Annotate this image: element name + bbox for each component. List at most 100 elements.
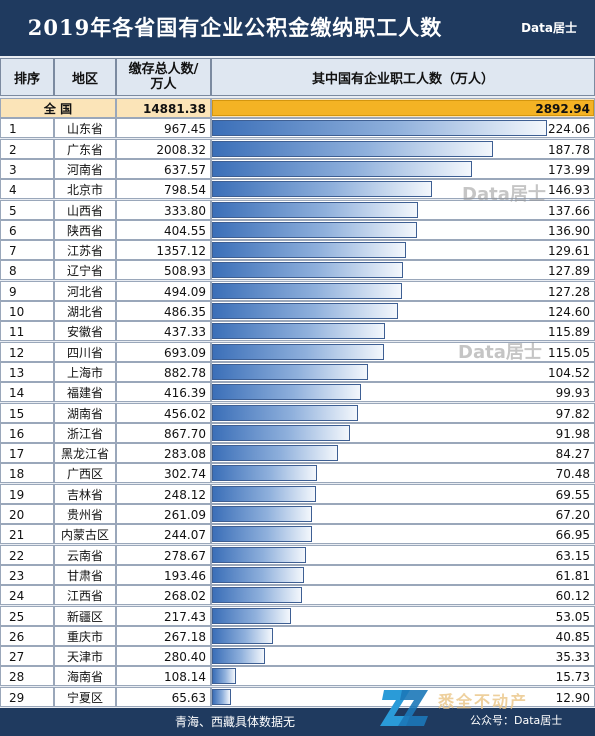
- deposit-cell: 967.45: [116, 118, 211, 139]
- bar-cell: 115.89: [211, 321, 595, 342]
- footer-note: 青海、西藏具体数据无: [174, 715, 295, 729]
- deposit-cell: 217.43: [116, 605, 211, 626]
- bar: [212, 282, 403, 299]
- deposit-cell: 1357.12: [116, 240, 211, 261]
- region-cell: 贵州省: [54, 504, 116, 524]
- deposit-cell: 798.54: [116, 179, 211, 200]
- bar-value-label: 84.27: [555, 447, 590, 462]
- bar: [212, 566, 305, 583]
- bar-cell: 63.15: [211, 544, 595, 565]
- rank-cell: 8: [0, 260, 54, 281]
- deposit-cell: 278.67: [116, 544, 211, 565]
- bar-value-label: 115.05: [548, 345, 590, 360]
- bar-value-label: 224.06: [548, 122, 590, 137]
- bar-cell: 129.61: [211, 240, 595, 261]
- bar-cell: 173.99: [211, 158, 595, 179]
- bar-cell: 53.05: [211, 605, 595, 626]
- bar-value-label: 61.81: [555, 568, 590, 583]
- region-cell: 陕西省: [54, 219, 116, 240]
- bar: [212, 242, 406, 259]
- bar-value-label: 12.90: [555, 690, 590, 705]
- bar-cell: 187.78: [211, 138, 595, 159]
- bar: [212, 120, 547, 137]
- bar-value-label: 104.52: [548, 365, 590, 380]
- deposit-cell: 637.57: [116, 158, 211, 179]
- deposit-cell: 267.18: [116, 625, 211, 646]
- bar-cell: 67.20: [211, 504, 595, 524]
- rank-cell: 28: [0, 666, 54, 687]
- deposit-cell: 693.09: [116, 341, 211, 362]
- bar: [212, 343, 384, 360]
- deposit-cell: 486.35: [116, 301, 211, 321]
- bar: [212, 668, 236, 685]
- rank-cell: 2: [0, 138, 54, 159]
- bar-value-label: 15.73: [555, 670, 590, 685]
- region-cell: 河南省: [54, 158, 116, 179]
- bar-value-label: 127.28: [548, 284, 590, 299]
- bar-cell: 61.81: [211, 564, 595, 585]
- deposit-cell: 244.07: [116, 524, 211, 545]
- region-cell: 甘肃省: [54, 564, 116, 585]
- bar-value-label: 67.20: [555, 508, 590, 522]
- footer-bar: 青海、西藏具体数据无: [0, 708, 595, 736]
- bar-cell: 60.12: [211, 585, 595, 606]
- bar-cell: 127.89: [211, 260, 595, 281]
- total-bar: [212, 100, 594, 116]
- col-header-rank: 排序: [0, 58, 54, 96]
- bar-value-label: 187.78: [548, 142, 590, 157]
- bar: [212, 303, 399, 319]
- bar-cell: 146.93: [211, 179, 595, 200]
- deposit-cell: 867.70: [116, 422, 211, 443]
- bar: [212, 262, 404, 279]
- col-header-employees: 其中国有企业职工人数（万人）: [211, 58, 595, 96]
- bar: [212, 140, 493, 157]
- deposit-cell: 283.08: [116, 443, 211, 464]
- bar-value-label: 115.89: [548, 325, 590, 340]
- bar-value-label: 2892.94: [535, 102, 590, 116]
- bar-value-label: 127.89: [548, 264, 590, 279]
- bar: [212, 485, 316, 502]
- bar: [212, 587, 302, 604]
- region-cell: 湖北省: [54, 301, 116, 321]
- rank-cell: 29: [0, 686, 54, 707]
- bar: [212, 221, 417, 238]
- bar: [212, 404, 359, 421]
- deposit-cell: 261.09: [116, 504, 211, 524]
- bar-value-label: 137.66: [548, 203, 590, 218]
- rank-cell: 3: [0, 158, 54, 179]
- bar-value-label: 40.85: [555, 629, 590, 644]
- bar: [212, 445, 338, 462]
- bar-value-label: 35.33: [555, 650, 590, 665]
- deposit-cell: 65.63: [116, 686, 211, 707]
- bar-value-label: 99.93: [555, 386, 590, 401]
- region-cell: 河北省: [54, 280, 116, 301]
- rank-cell: 23: [0, 564, 54, 585]
- bar-value-label: 66.95: [555, 528, 590, 543]
- rank-cell: 14: [0, 382, 54, 403]
- bar-cell: 66.95: [211, 524, 595, 545]
- deposit-cell: 404.55: [116, 219, 211, 240]
- bar: [212, 363, 369, 380]
- bar-cell: 124.60: [211, 301, 595, 321]
- region-cell: 山东省: [54, 118, 116, 139]
- bar: [212, 607, 292, 624]
- rank-cell: 18: [0, 463, 54, 484]
- bar-cell: 97.82: [211, 402, 595, 423]
- rank-cell: 12: [0, 341, 54, 362]
- region-cell: 全 国: [0, 98, 116, 118]
- bar-value-label: 97.82: [555, 406, 590, 421]
- region-cell: 福建省: [54, 382, 116, 403]
- deposit-cell: 248.12: [116, 483, 211, 504]
- bar-cell: 136.90: [211, 219, 595, 240]
- bar: [212, 201, 418, 218]
- deposit-cell: 14881.38: [116, 98, 211, 118]
- rank-cell: 21: [0, 524, 54, 545]
- bar: [212, 465, 318, 482]
- rank-cell: 1: [0, 118, 54, 139]
- public-account-label: 公众号：Data居士: [470, 714, 563, 727]
- deposit-cell: 280.40: [116, 646, 211, 667]
- region-cell: 安徽省: [54, 321, 116, 342]
- deposit-cell: 882.78: [116, 361, 211, 382]
- region-cell: 广东省: [54, 138, 116, 159]
- region-cell: 天津市: [54, 646, 116, 667]
